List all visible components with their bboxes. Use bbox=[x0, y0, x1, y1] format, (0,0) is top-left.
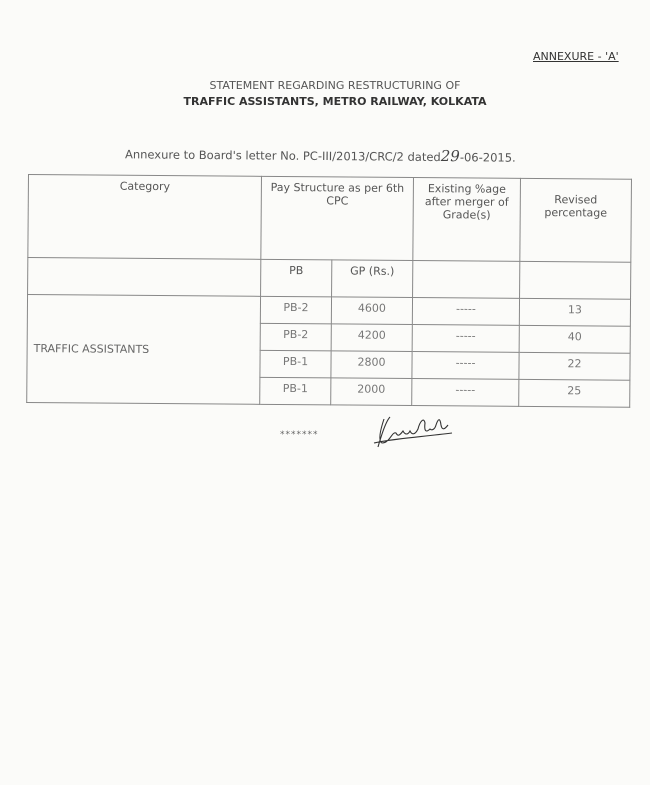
revised-cell: 22 bbox=[518, 352, 631, 381]
title-line-1: STATEMENT REGARDING RESTRUCTURING OF bbox=[209, 79, 461, 92]
gp-cell: 2000 bbox=[330, 377, 412, 406]
letter-suffix: -06-2015. bbox=[459, 150, 516, 165]
header-revised: Revised percentage bbox=[519, 178, 632, 263]
header-empty bbox=[27, 257, 261, 297]
handwritten-day: 29 bbox=[440, 147, 460, 166]
annexure-label: ANNEXURE - 'A' bbox=[533, 50, 619, 63]
title-line-2: TRAFFIC ASSISTANTS, METRO RAILWAY, KOLKA… bbox=[183, 95, 487, 108]
header-pb: PB bbox=[260, 259, 332, 297]
pb-cell: PB-2 bbox=[260, 296, 332, 324]
pb-cell: PB-1 bbox=[259, 377, 331, 405]
revised-cell: 13 bbox=[519, 298, 631, 327]
table-row: TRAFFIC ASSISTANTS PB-2 4600 ----- 13 bbox=[26, 294, 631, 405]
pb-cell: PB-2 bbox=[260, 323, 332, 351]
existing-cell: ----- bbox=[411, 378, 519, 407]
header-existing: Existing %age after merger of Grade(s) bbox=[412, 177, 521, 262]
category-cell: TRAFFIC ASSISTANTS bbox=[26, 294, 261, 405]
existing-cell: ----- bbox=[411, 351, 520, 380]
revised-cell: 25 bbox=[518, 379, 630, 408]
header-gp: GP (Rs.) bbox=[331, 259, 413, 298]
letter-reference: Annexure to Board's letter No. PC-III/20… bbox=[125, 144, 516, 165]
header-empty bbox=[412, 260, 520, 299]
gp-cell: 2800 bbox=[330, 350, 413, 379]
header-empty bbox=[519, 261, 631, 300]
existing-cell: ----- bbox=[412, 324, 520, 353]
existing-cell: ----- bbox=[412, 297, 520, 326]
gp-cell: 4200 bbox=[331, 323, 413, 352]
header-pay-structure: Pay Structure as per 6th CPC bbox=[260, 176, 414, 261]
letter-prefix: Annexure to Board's letter No. PC-III/20… bbox=[124, 147, 441, 165]
restructuring-table: Category Pay Structure as per 6th CPC Ex… bbox=[26, 174, 632, 408]
header-category: Category bbox=[27, 174, 262, 260]
end-marker: ******* bbox=[280, 430, 319, 440]
gp-cell: 4600 bbox=[331, 296, 413, 325]
signature bbox=[373, 416, 453, 448]
pb-cell: PB-1 bbox=[259, 350, 332, 378]
revised-cell: 40 bbox=[519, 325, 631, 354]
